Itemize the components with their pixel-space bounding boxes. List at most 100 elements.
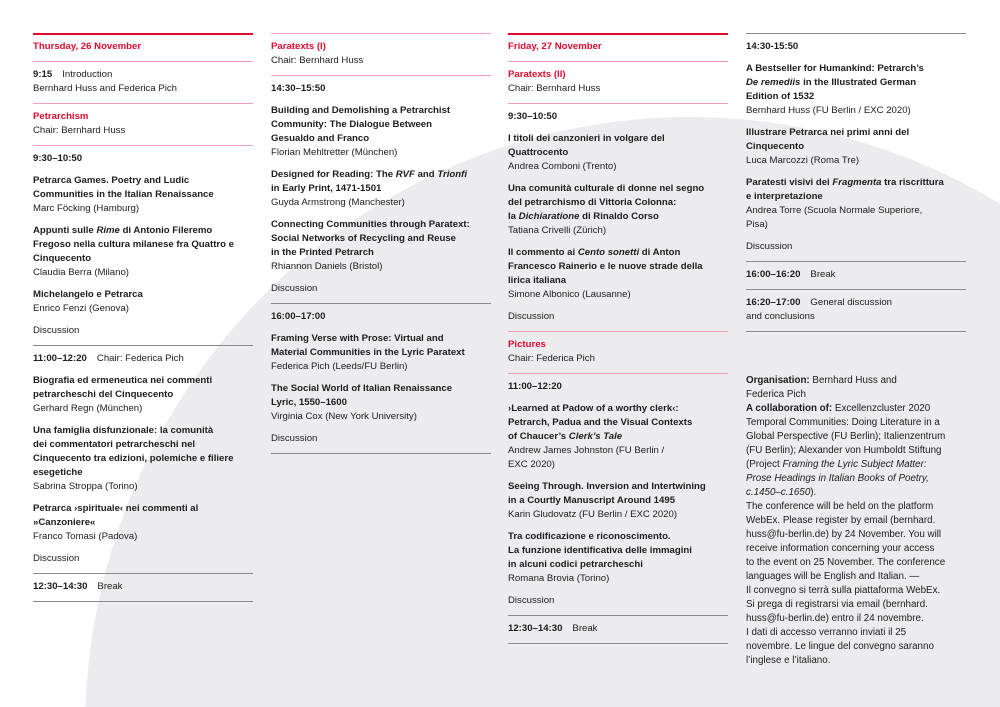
time-label: Break [97, 581, 123, 592]
program-section: 12:30–14:30 Break [508, 615, 728, 643]
text-segment: La funzione identificativa delle immagin… [508, 545, 692, 556]
info-line: Organisation: Bernhard Huss and [746, 374, 966, 388]
time-line: 14:30-15:50 [746, 40, 966, 54]
info-line: (Project Framing the Lyric Subject Matte… [746, 458, 966, 472]
text-segment: Il commento ai [508, 247, 578, 258]
info-line: (FU Berlin); Alexander von Humboldt Stif… [746, 444, 966, 458]
program-column-2: Paratexts (I) Chair: Bernhard Huss 14:30–1… [271, 33, 491, 454]
program-section: 12:30–14:30 Break [33, 573, 253, 601]
italic-segment: Dichiaratione [518, 211, 580, 222]
italic-segment: Prose Headings in Italian Books of Poetr… [746, 473, 929, 484]
talk: I titoli dei canzonieri in volgare del Qu… [508, 132, 728, 174]
section-divider [33, 601, 253, 602]
text-segment: Federica Pich [746, 389, 806, 400]
talk-title-line: in Early Print, 1471-1501 [271, 182, 491, 196]
text-segment: Gesualdo and Franco [271, 133, 370, 144]
discussion-label: Discussion [746, 240, 966, 254]
section-divider [508, 643, 728, 644]
talk-title-line: Tra codificazione e riconoscimento. [508, 530, 728, 544]
talk: Tra codificazione e riconoscimento. La fu… [508, 530, 728, 586]
talk-title-line: lirica italiana [508, 274, 728, 288]
italic-segment: c.1450–c.1650 [746, 487, 811, 498]
program-section: 11:00–12:20 ›Learned at Padow of a worthy… [508, 373, 728, 615]
program-section: 11:00–12:20 Chair: Federica Pich Biografia… [33, 345, 253, 573]
time-line: 14:30–15:50 [271, 82, 491, 96]
info-line: to the event on 25 November. The confere… [746, 556, 966, 570]
talk-title-line: Il commento ai Cento sonetti di Anton [508, 246, 728, 260]
text-segment: A Bestseller for Humankind: Petrarch’s [746, 63, 924, 74]
talk-title-line: Appunti sulle Rime di Antonio Fileremo [33, 224, 253, 238]
talk-title-line: Petrarca ›spirituale‹ nei commenti al [33, 502, 253, 516]
time-range: 14:30–15:50 [271, 83, 326, 94]
session-title: Pictures [508, 339, 546, 350]
program-section: 14:30–15:50 Building and Demolishing a Pe… [271, 75, 491, 303]
info-line: huss@fu-berlin.de) entro il 24 novembre. [746, 612, 966, 626]
section-divider [271, 453, 491, 454]
talk-speaker: Florian Mehltretter (München) [271, 147, 398, 158]
text-segment: WebEx. Please register by email (bernhar… [746, 515, 936, 526]
discussion-text: Discussion [271, 283, 318, 294]
session-header: Paratexts (II) Chair: Bernhard Huss [508, 68, 728, 96]
talk-title-line: Seeing Through. Inversion and Intertwini… [508, 480, 728, 494]
talk: Petrarca Games. Poetry and Ludic Communit… [33, 174, 253, 216]
text-segment: Tra codificazione e riconoscimento. [508, 531, 671, 542]
talk-title-line: A Bestseller for Humankind: Petrarch’s [746, 62, 966, 76]
time-label: Chair: Federica Pich [96, 353, 184, 364]
talk: Petrarca ›spirituale‹ nei commenti al »Ca… [33, 502, 253, 544]
italic-segment: RVF [395, 169, 415, 180]
time-range: 16:00–16:20 [746, 269, 801, 280]
info-line: I dati di accesso verranno inviati il 25 [746, 626, 966, 640]
time-slot: 11:00–12:20 [508, 380, 728, 394]
text-segment: Cinquecento [746, 141, 805, 152]
text-segment: Community: The Dialogue Between [271, 119, 432, 130]
italic-segment: Fragmenta [832, 177, 882, 188]
talk-speaker: Franco Tomasi (Padova) [33, 531, 138, 542]
text-segment: in the Illustrated German [800, 77, 917, 88]
time-slot: 16:00–16:20 Break [746, 268, 966, 282]
time-label: General discussion [810, 297, 893, 308]
talk: Paratesti visivi dei Fragmenta tra riscr… [746, 176, 966, 232]
time-slot: 16:20–17:00 General discussion and conclus… [746, 296, 966, 324]
talk-title-line: e interpretazione [746, 190, 966, 204]
talk: Connecting Communities through Paratext:… [271, 218, 491, 274]
discussion-text: Discussion [508, 311, 555, 322]
time-line: 12:30–14:30 Break [508, 622, 728, 636]
text-segment: Si prega di registrarsi via email (bernh… [746, 599, 928, 610]
text-segment: and [414, 169, 438, 180]
discussion-label: Discussion [33, 324, 253, 338]
text-segment: Paratesti visivi dei [746, 177, 833, 188]
text-segment: Designed for Reading: The [271, 169, 396, 180]
text-segment: la [508, 211, 519, 222]
text-segment: Social Networks of Recycling and Reuse [271, 233, 457, 244]
time-range: 11:00–12:20 [508, 381, 562, 392]
background-circle [85, 117, 1000, 707]
text-segment: Quattrocento [508, 147, 569, 158]
session-title: Petrarchism [33, 111, 89, 122]
text-segment: e interpretazione [746, 191, 823, 202]
time-range: 14:30-15:50 [746, 41, 799, 52]
talk-title-line: Francesco Rainerio e le nuove strade del… [508, 260, 728, 274]
time-range: 12:30–14:30 [508, 623, 563, 634]
text-segment: of Chaucer’s [508, 431, 569, 442]
talk-title-line: Material Communities in the Lyric Parate… [271, 346, 491, 360]
session-chair: Chair: Bernhard Huss [33, 125, 126, 136]
text-segment: »Canzoniere« [33, 517, 96, 528]
talk-title-line: Petrarca Games. Poetry and Ludic [33, 174, 253, 188]
text-segment: Michelangelo e Petrarca [33, 289, 143, 300]
talk-title-line: Cinquecento [746, 140, 966, 154]
talk-title-line: Framing Verse with Prose: Virtual and [271, 332, 491, 346]
bold-segment: Organisation: [746, 375, 810, 386]
text-segment: tra riscrittura [881, 177, 944, 188]
talk: ›Learned at Padow of a worthy clerk‹: Pet… [508, 402, 728, 472]
talk-speaker: Tatiana Crivelli (Zürich) [508, 225, 607, 236]
text-segment: lirica italiana [508, 275, 567, 286]
program-section: 14:30-15:50 A Bestseller for Humankind: P… [746, 33, 966, 261]
info-line: WebEx. Please register by email (bernhar… [746, 514, 966, 528]
italic-segment: Rime [96, 225, 120, 236]
info-line: Temporal Communities: Doing Literature i… [746, 416, 966, 430]
program-section: 16:00–17:00 Framing Verse with Prose: Vir… [271, 303, 491, 453]
talk-speaker: Federica Pich (Leeds/FU Berlin) [271, 361, 408, 372]
text-segment: languages will be English and Italian. — [746, 571, 920, 582]
time-slot: 9:30–10:50 [33, 152, 253, 166]
session-header: Paratexts (I) Chair: Bernhard Huss [271, 40, 491, 68]
